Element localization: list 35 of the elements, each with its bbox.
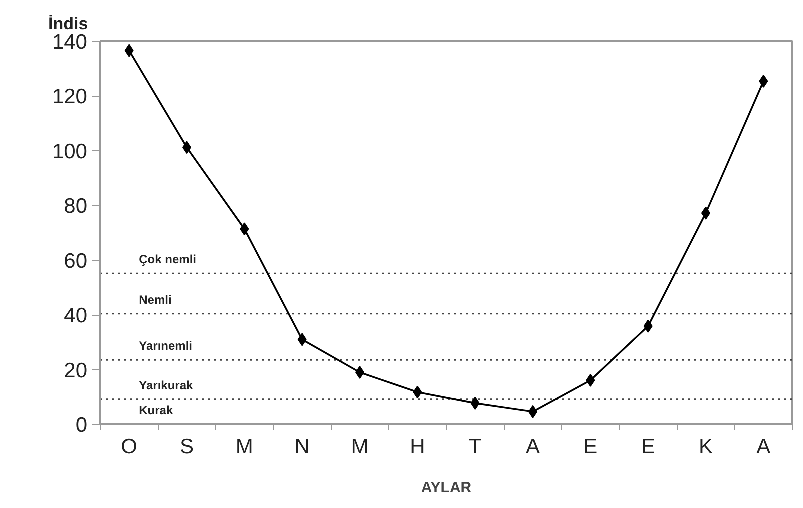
point xyxy=(759,74,768,88)
point xyxy=(298,333,307,346)
y-tick-label: 20 xyxy=(64,359,88,382)
point xyxy=(413,386,422,399)
y-tick-label: 100 xyxy=(52,140,88,164)
x-tick-label: A xyxy=(526,436,540,458)
x-tick-label: O xyxy=(121,436,138,458)
x-tick-label: N xyxy=(294,436,310,458)
annotation: Nemli xyxy=(139,292,172,307)
x-tick-label: E xyxy=(641,436,656,458)
annotation: Çok nemli xyxy=(139,252,196,266)
point xyxy=(124,44,134,58)
point xyxy=(586,374,596,387)
y-tick-label: 0 xyxy=(76,414,88,437)
y-tick-label: 40 xyxy=(64,304,88,328)
y-tick-label: 120 xyxy=(52,86,88,109)
y-tick-label: 80 xyxy=(64,195,88,218)
point xyxy=(240,222,250,236)
y-axis-title: İndis xyxy=(48,14,88,34)
annotation: Yarıkurak xyxy=(139,378,194,392)
x-tick-label: S xyxy=(180,436,194,458)
annotation: Kurak xyxy=(139,404,174,418)
x-tick-label: A xyxy=(756,436,771,458)
x-tick-label: T xyxy=(468,436,482,458)
x-tick-label: M xyxy=(236,436,254,458)
y-tick-label: 140 xyxy=(52,31,88,54)
x-tick-label: M xyxy=(351,436,369,458)
point xyxy=(470,396,480,410)
y-tick-label: 60 xyxy=(64,250,88,273)
point xyxy=(644,320,653,333)
x-tick-label: H xyxy=(410,436,426,458)
x-axis-title: AYLAR xyxy=(421,480,472,496)
x-tick-label: E xyxy=(584,436,598,458)
annotation: Yarınemli xyxy=(139,339,193,354)
x-tick-label: K xyxy=(698,436,714,458)
